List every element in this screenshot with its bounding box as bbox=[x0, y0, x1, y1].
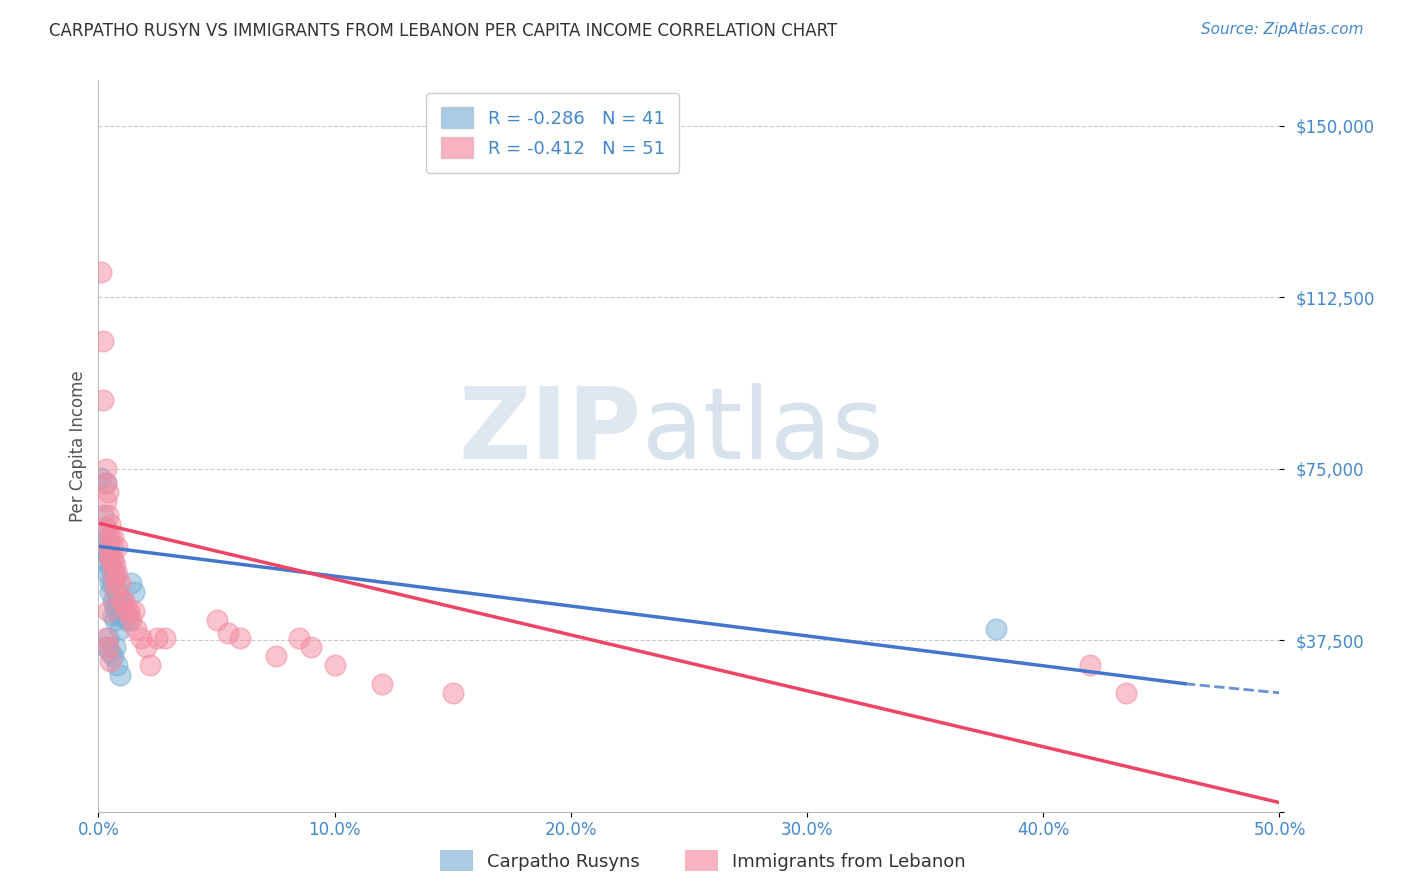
Point bbox=[97, 540, 120, 554]
Point bbox=[135, 640, 157, 655]
Point bbox=[101, 576, 124, 591]
Point bbox=[1115, 686, 1137, 700]
Point bbox=[122, 603, 145, 617]
Point bbox=[299, 640, 322, 655]
Text: CARPATHO RUSYN VS IMMIGRANTS FROM LEBANON PER CAPITA INCOME CORRELATION CHART: CARPATHO RUSYN VS IMMIGRANTS FROM LEBANO… bbox=[49, 22, 838, 40]
Point bbox=[91, 508, 114, 522]
Point bbox=[91, 334, 114, 348]
Point bbox=[97, 508, 120, 522]
Point bbox=[105, 567, 128, 582]
Point bbox=[104, 567, 127, 582]
Point bbox=[94, 544, 117, 558]
Point bbox=[94, 462, 117, 476]
Point bbox=[153, 631, 176, 645]
Point bbox=[108, 576, 131, 591]
Point bbox=[121, 576, 143, 591]
Point bbox=[97, 549, 120, 563]
Point bbox=[112, 594, 135, 608]
Point bbox=[288, 631, 311, 645]
Point bbox=[94, 553, 117, 567]
Point bbox=[229, 631, 252, 645]
Point bbox=[97, 567, 120, 582]
Point bbox=[98, 654, 121, 668]
Point bbox=[98, 562, 121, 576]
Point bbox=[98, 576, 121, 591]
Point bbox=[371, 676, 394, 690]
Point bbox=[104, 613, 127, 627]
Point bbox=[91, 393, 114, 408]
Point bbox=[101, 567, 124, 582]
Point bbox=[984, 622, 1007, 636]
Text: ZIP: ZIP bbox=[458, 383, 641, 480]
Point bbox=[94, 493, 117, 508]
Point bbox=[105, 603, 128, 617]
Point bbox=[90, 471, 112, 485]
Point bbox=[98, 553, 121, 567]
Point bbox=[104, 585, 127, 599]
Point bbox=[217, 626, 239, 640]
Point bbox=[94, 475, 117, 490]
Point bbox=[105, 594, 128, 608]
Point bbox=[115, 603, 138, 617]
Point bbox=[101, 649, 124, 664]
Point bbox=[111, 599, 134, 613]
Point bbox=[98, 516, 121, 531]
Point bbox=[91, 540, 114, 554]
Point bbox=[108, 622, 131, 636]
Point bbox=[94, 631, 117, 645]
Point bbox=[122, 585, 145, 599]
Point bbox=[101, 553, 124, 567]
Point bbox=[90, 265, 112, 279]
Point bbox=[94, 475, 117, 490]
Point bbox=[98, 585, 121, 599]
Y-axis label: Per Capita Income: Per Capita Income bbox=[69, 370, 87, 522]
Text: atlas: atlas bbox=[641, 383, 883, 480]
Point bbox=[205, 613, 228, 627]
Point bbox=[104, 558, 127, 572]
Point bbox=[1080, 658, 1102, 673]
Point bbox=[323, 658, 346, 673]
Point bbox=[121, 613, 143, 627]
Point bbox=[98, 645, 121, 659]
Point bbox=[98, 549, 121, 563]
Point bbox=[105, 658, 128, 673]
Point bbox=[101, 540, 124, 554]
Point bbox=[97, 631, 120, 645]
Point bbox=[97, 530, 120, 544]
Point bbox=[94, 521, 117, 535]
Point bbox=[146, 631, 169, 645]
Point bbox=[97, 603, 120, 617]
Point bbox=[97, 484, 120, 499]
Point bbox=[264, 649, 287, 664]
Point bbox=[105, 585, 128, 599]
Point bbox=[118, 603, 141, 617]
Legend: R = -0.286   N = 41, R = -0.412   N = 51: R = -0.286 N = 41, R = -0.412 N = 51 bbox=[426, 93, 679, 172]
Legend: Carpatho Rusyns, Immigrants from Lebanon: Carpatho Rusyns, Immigrants from Lebanon bbox=[433, 843, 973, 879]
Point bbox=[101, 608, 124, 623]
Point bbox=[94, 521, 117, 535]
Point bbox=[111, 594, 134, 608]
Point bbox=[104, 576, 127, 591]
Point bbox=[101, 530, 124, 544]
Text: Source: ZipAtlas.com: Source: ZipAtlas.com bbox=[1201, 22, 1364, 37]
Point bbox=[104, 640, 127, 655]
Point bbox=[105, 540, 128, 554]
Point bbox=[98, 530, 121, 544]
Point bbox=[112, 603, 135, 617]
Point bbox=[101, 594, 124, 608]
Point bbox=[125, 622, 148, 636]
Point bbox=[104, 599, 127, 613]
Point bbox=[108, 608, 131, 623]
Point bbox=[108, 667, 131, 681]
Point bbox=[101, 553, 124, 567]
Point bbox=[441, 686, 464, 700]
Point bbox=[94, 640, 117, 655]
Point bbox=[111, 594, 134, 608]
Point bbox=[98, 558, 121, 572]
Point bbox=[97, 640, 120, 655]
Point bbox=[139, 658, 162, 673]
Point bbox=[129, 631, 152, 645]
Point bbox=[115, 613, 138, 627]
Point bbox=[118, 613, 141, 627]
